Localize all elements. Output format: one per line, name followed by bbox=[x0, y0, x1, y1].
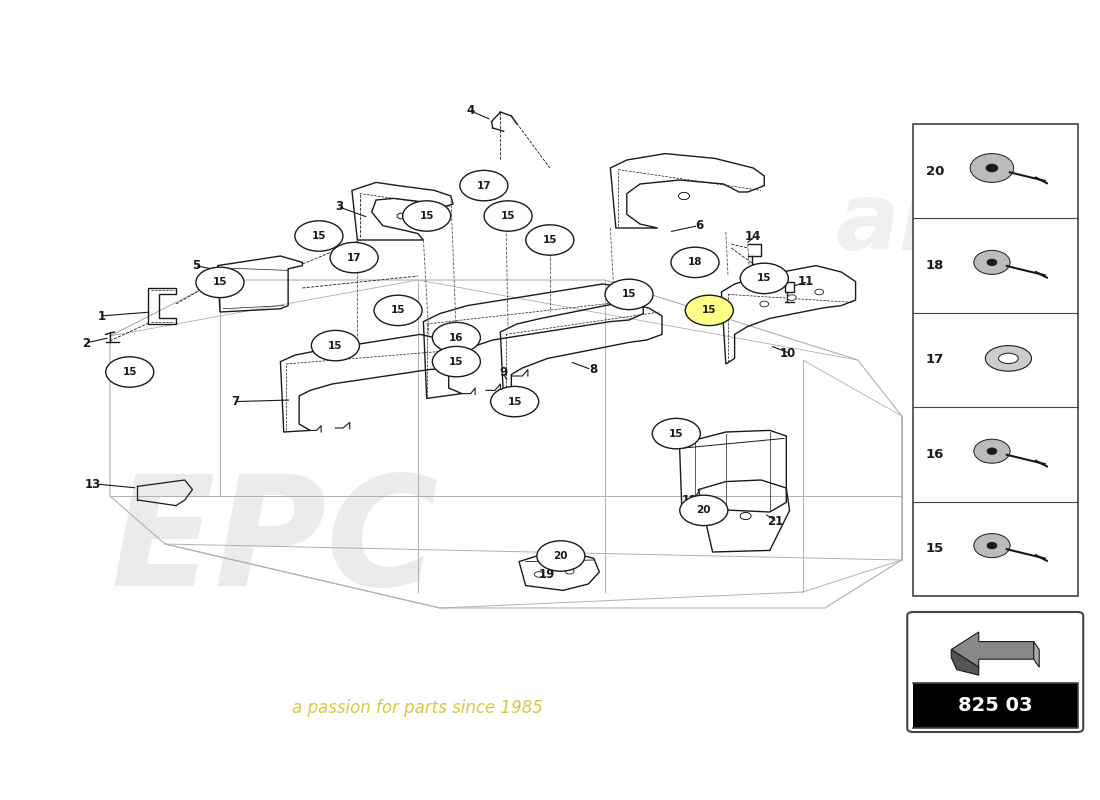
Text: 15: 15 bbox=[507, 397, 521, 406]
Text: 18: 18 bbox=[925, 259, 944, 272]
Ellipse shape bbox=[815, 289, 824, 295]
Bar bbox=[913, 683, 1078, 728]
Text: 13: 13 bbox=[85, 478, 101, 490]
Ellipse shape bbox=[330, 242, 378, 273]
Text: 3: 3 bbox=[336, 200, 343, 213]
Text: 21: 21 bbox=[767, 515, 783, 528]
Ellipse shape bbox=[526, 225, 574, 255]
Ellipse shape bbox=[311, 330, 360, 361]
Ellipse shape bbox=[374, 295, 422, 326]
Ellipse shape bbox=[679, 192, 690, 200]
Ellipse shape bbox=[460, 170, 508, 201]
Ellipse shape bbox=[432, 346, 481, 377]
Ellipse shape bbox=[974, 439, 1010, 463]
Text: 12: 12 bbox=[682, 494, 698, 506]
Text: 17: 17 bbox=[346, 253, 362, 262]
Ellipse shape bbox=[106, 357, 154, 387]
Text: 5: 5 bbox=[191, 259, 200, 272]
Text: 1: 1 bbox=[98, 310, 106, 322]
Ellipse shape bbox=[740, 263, 789, 294]
Text: 16: 16 bbox=[449, 333, 463, 342]
Text: 15: 15 bbox=[621, 290, 636, 299]
Ellipse shape bbox=[397, 214, 406, 218]
Ellipse shape bbox=[605, 279, 653, 310]
Ellipse shape bbox=[740, 512, 751, 520]
Text: 6: 6 bbox=[695, 219, 704, 232]
Ellipse shape bbox=[999, 354, 1019, 363]
Text: 9: 9 bbox=[499, 366, 508, 378]
Bar bbox=[913, 124, 1078, 596]
Ellipse shape bbox=[986, 164, 998, 172]
Text: 15: 15 bbox=[542, 235, 557, 245]
Text: 15: 15 bbox=[449, 357, 463, 366]
Text: 15: 15 bbox=[328, 341, 343, 350]
Text: EPC: EPC bbox=[111, 470, 439, 618]
Ellipse shape bbox=[671, 247, 719, 278]
Ellipse shape bbox=[986, 346, 1032, 371]
Text: 16: 16 bbox=[925, 448, 944, 461]
Polygon shape bbox=[952, 650, 979, 675]
Ellipse shape bbox=[760, 301, 769, 306]
Text: 15: 15 bbox=[311, 231, 327, 241]
Ellipse shape bbox=[652, 418, 701, 449]
Text: 7: 7 bbox=[232, 395, 240, 408]
Text: 15: 15 bbox=[925, 542, 944, 555]
Text: 20: 20 bbox=[553, 551, 568, 561]
Text: 17: 17 bbox=[476, 181, 492, 190]
Ellipse shape bbox=[987, 542, 997, 549]
Text: 15: 15 bbox=[757, 274, 771, 283]
Text: ares: ares bbox=[836, 178, 1067, 270]
Ellipse shape bbox=[403, 201, 451, 231]
Text: 11: 11 bbox=[798, 275, 814, 288]
Ellipse shape bbox=[196, 267, 244, 298]
Text: 20: 20 bbox=[925, 165, 944, 178]
Ellipse shape bbox=[537, 541, 585, 571]
Text: a passion for parts since 1985: a passion for parts since 1985 bbox=[293, 699, 543, 717]
Text: 18: 18 bbox=[688, 258, 702, 267]
Ellipse shape bbox=[491, 386, 539, 417]
Text: 15: 15 bbox=[212, 278, 228, 287]
Ellipse shape bbox=[295, 221, 343, 251]
Ellipse shape bbox=[685, 295, 734, 326]
Ellipse shape bbox=[680, 495, 728, 526]
Text: 17: 17 bbox=[925, 354, 944, 366]
Text: 15: 15 bbox=[122, 367, 138, 377]
Text: 15: 15 bbox=[390, 306, 405, 315]
Ellipse shape bbox=[974, 250, 1010, 274]
Ellipse shape bbox=[432, 322, 481, 353]
Polygon shape bbox=[1034, 642, 1040, 667]
Text: 2: 2 bbox=[82, 337, 90, 350]
Text: 15: 15 bbox=[702, 306, 716, 315]
Ellipse shape bbox=[565, 568, 574, 574]
Text: 15: 15 bbox=[669, 429, 683, 438]
Text: 15: 15 bbox=[500, 211, 515, 221]
Ellipse shape bbox=[987, 448, 997, 454]
Text: 4: 4 bbox=[466, 104, 475, 117]
Ellipse shape bbox=[970, 154, 1014, 182]
Text: 20: 20 bbox=[696, 506, 711, 515]
Text: 14: 14 bbox=[745, 230, 761, 242]
Ellipse shape bbox=[788, 294, 796, 301]
Text: 825 03: 825 03 bbox=[958, 696, 1033, 715]
Text: 15: 15 bbox=[419, 211, 433, 221]
Ellipse shape bbox=[974, 534, 1010, 558]
Ellipse shape bbox=[484, 201, 532, 231]
Ellipse shape bbox=[535, 571, 543, 578]
Text: 19: 19 bbox=[539, 568, 556, 581]
Polygon shape bbox=[952, 632, 1034, 667]
Text: 8: 8 bbox=[588, 363, 597, 376]
FancyBboxPatch shape bbox=[908, 612, 1084, 732]
Text: 10: 10 bbox=[780, 347, 796, 360]
Ellipse shape bbox=[987, 259, 997, 266]
